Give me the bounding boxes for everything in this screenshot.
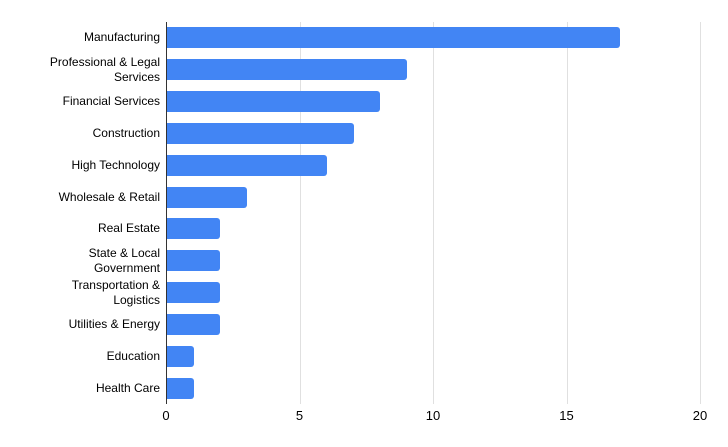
gridline-20: [700, 22, 701, 404]
bar-row: Health Care: [0, 372, 700, 404]
category-label: Wholesale & Retail: [58, 189, 160, 204]
bar-track: [167, 54, 700, 86]
category-label-cell: State & Local Government: [0, 245, 167, 277]
category-label-cell: Financial Services: [0, 86, 167, 118]
bar: [167, 27, 621, 49]
bar-row: High Technology: [0, 149, 700, 181]
bar-track: [167, 245, 700, 277]
category-label-cell: Professional & Legal Services: [0, 54, 167, 86]
category-label-cell: Transportation & Logistics: [0, 277, 167, 309]
bar-row: Construction: [0, 117, 700, 149]
x-tick-label: 10: [425, 408, 441, 423]
category-label: Construction: [92, 125, 160, 140]
category-label-cell: Education: [0, 340, 167, 372]
category-label-cell: Utilities & Energy: [0, 308, 167, 340]
bar-track: [167, 277, 700, 309]
category-label-cell: Construction: [0, 117, 167, 149]
bar: [167, 250, 221, 272]
category-label: Financial Services: [62, 94, 160, 109]
bar-track: [167, 213, 700, 245]
category-label: Professional & Legal Services: [49, 54, 160, 84]
bar-track: [167, 308, 700, 340]
gridline-10: [433, 22, 434, 404]
bar-track: [167, 117, 700, 149]
bar-track: [167, 372, 700, 404]
category-label: Real Estate: [97, 221, 160, 236]
bar-track: [167, 149, 700, 181]
category-label-cell: Manufacturing: [0, 22, 167, 54]
bar-row: Utilities & Energy: [0, 308, 700, 340]
category-label: Utilities & Energy: [68, 316, 160, 331]
bar: [167, 59, 407, 81]
bar: [167, 282, 221, 304]
bar-row: Financial Services: [0, 86, 700, 118]
bar-row: Transportation & Logistics: [0, 277, 700, 309]
bar-track: [167, 340, 700, 372]
bar: [167, 91, 381, 113]
category-label: High Technology: [71, 157, 160, 172]
bar-track: [167, 86, 700, 118]
bar: [167, 122, 354, 144]
bar-row: Wholesale & Retail: [0, 181, 700, 213]
category-label: Education: [106, 348, 160, 363]
category-label-cell: Real Estate: [0, 213, 167, 245]
x-tick-label: 20: [692, 408, 708, 423]
x-tick-label: 5: [295, 408, 304, 423]
x-tick-label: 0: [162, 408, 170, 423]
x-tick-label: 15: [559, 408, 574, 423]
bar-row: Real Estate: [0, 213, 700, 245]
category-label: Health Care: [95, 380, 160, 395]
bar: [167, 154, 327, 176]
bar-row: Manufacturing: [0, 22, 700, 54]
gridline-5: [299, 22, 301, 404]
gridline-15: [566, 22, 568, 404]
category-label: Manufacturing: [83, 30, 160, 45]
category-label-cell: Health Care: [0, 372, 167, 404]
bar-row: Education: [0, 340, 700, 372]
bar: [167, 377, 194, 399]
bar: [167, 313, 221, 335]
category-label-cell: Wholesale & Retail: [0, 181, 167, 213]
plot-area: [166, 22, 701, 404]
bar: [167, 186, 247, 208]
category-label: State & Local Government: [88, 245, 160, 275]
x-axis-tick-labels: 0 5 10 15 20: [162, 408, 707, 426]
bar: [167, 345, 194, 367]
bar-track: [167, 22, 700, 54]
bar-track: [167, 181, 700, 213]
bar-row: State & Local Government: [0, 245, 700, 277]
category-label: Transportation & Logistics: [71, 277, 160, 307]
bar: [167, 218, 221, 240]
bar-row: Professional & Legal Services: [0, 54, 700, 86]
bar-rows: Manufacturing Professional & Legal Servic…: [0, 22, 700, 404]
category-label-cell: High Technology: [0, 149, 167, 181]
